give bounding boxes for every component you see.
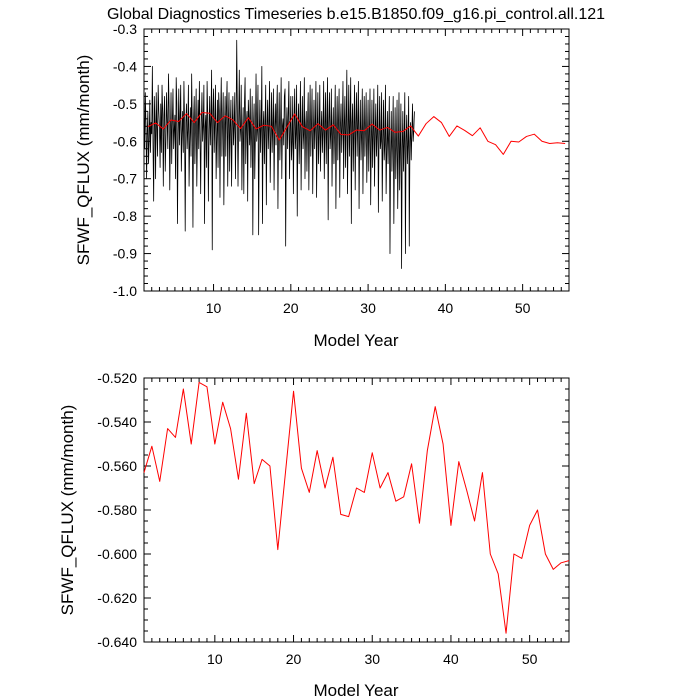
- top-x-tick-label: 20: [283, 300, 299, 316]
- bottom-y-tick-label: -0.580: [97, 502, 137, 518]
- top-chart: 10 20 30 40 50 -1.0 -0.9 -0.8 -0.7 -0.6 -0.5 -0.4 -0…: [74, 21, 570, 350]
- bottom-series-annual-line: [143, 381, 570, 634]
- top-y-axis-label: SFWF_QFLUX (mm/month): [74, 55, 93, 266]
- bottom-y-tick-label: -0.560: [97, 458, 137, 474]
- top-y-tick-label: -0.6: [113, 133, 137, 149]
- bottom-y-axis-label: SFWF_QFLUX (mm/month): [58, 405, 77, 616]
- top-x-tick-label: 30: [360, 300, 376, 316]
- bottom-x-tick-label: 30: [364, 651, 380, 667]
- figure-title: Global Diagnostics Timeseries b.e15.B185…: [107, 6, 605, 23]
- bottom-x-tick-label: 20: [286, 651, 302, 667]
- top-y-tick-label: -1.0: [113, 283, 137, 299]
- top-x-tick-label: 40: [438, 300, 454, 316]
- top-y-tick-label: -0.7: [113, 171, 137, 187]
- bottom-x-tick-label: 40: [443, 651, 459, 667]
- bottom-chart: 10 20 30 40 50 -0.640 -0.620 -0.600 -0.580 -0.560…: [58, 370, 570, 700]
- top-x-tick-label: 50: [515, 300, 531, 316]
- bottom-y-tick-label: -0.620: [97, 590, 137, 606]
- top-x-axis-label: Model Year: [313, 331, 398, 350]
- top-plot-frame: [143, 28, 570, 292]
- top-y-tick-label: -0.9: [113, 246, 137, 262]
- bottom-plot-frame: [143, 377, 570, 643]
- top-series-monthly-line: [143, 39, 415, 269]
- top-y-tick-label: -0.3: [113, 21, 137, 37]
- bottom-y-tick-label: -0.600: [97, 546, 137, 562]
- bottom-x-tick-label: 50: [522, 651, 538, 667]
- bottom-y-tick-label: -0.520: [97, 370, 137, 386]
- top-x-tick-label: 10: [206, 300, 222, 316]
- top-y-tick-label: -0.8: [113, 208, 137, 224]
- bottom-x-tick-label: 10: [207, 651, 223, 667]
- top-y-tick-label: -0.5: [113, 96, 137, 112]
- bottom-x-axis-label: Model Year: [313, 681, 398, 700]
- bottom-y-tick-label: -0.540: [97, 414, 137, 430]
- bottom-y-tick-label: -0.640: [97, 634, 137, 650]
- top-y-tick-label: -0.4: [113, 58, 137, 74]
- top-series-annual-line: [147, 111, 566, 155]
